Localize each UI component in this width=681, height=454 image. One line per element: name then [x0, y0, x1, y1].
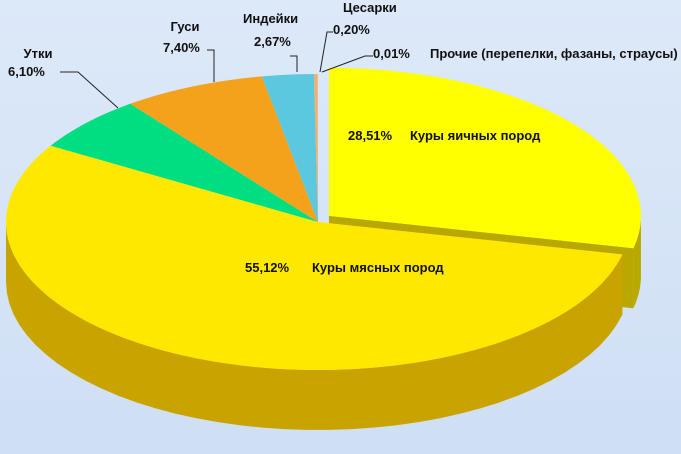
leader-line-geese	[207, 49, 215, 82]
pie-slice-4	[261, 74, 318, 222]
pie-slice-3	[130, 76, 318, 222]
leader-line-other	[321, 55, 373, 73]
slice-label-guinea-fowl: Цесарки	[343, 0, 397, 15]
pie-slice-1	[6, 145, 623, 370]
slice-label-geese: Гуси	[170, 19, 200, 34]
slice-value-guinea-fowl: 0,20%	[333, 22, 370, 37]
slice-label-meat-chickens: Куры мясных пород	[312, 260, 444, 275]
pie-slice-5	[313, 74, 318, 222]
slice-label-turkeys: Индейки	[243, 11, 299, 26]
pie-slice-0	[328, 67, 641, 249]
slice-label-egg-chickens: Куры яичных пород	[410, 128, 541, 143]
slice-value-ducks: 6,10%	[8, 64, 45, 79]
slice-label-ducks: Утки	[23, 46, 53, 61]
slice-value-geese: 7,40%	[163, 40, 200, 55]
leader-line-ducks	[60, 71, 119, 109]
slice-side-0	[633, 215, 641, 309]
leader-line-turkeys	[290, 55, 298, 72]
slice-value-meat-chickens: 55,12%	[245, 260, 290, 275]
slice-side-1	[6, 222, 623, 430]
leader-line-guinea-fowl	[319, 31, 333, 73]
slice-value-other: 0,01%	[373, 46, 410, 61]
slice-label-other: Прочие (перепелки, фазаны, страусы)	[430, 46, 678, 61]
slice-value-egg-chickens: 28,51%	[348, 128, 393, 143]
slice-value-turkeys: 2,67%	[254, 34, 291, 49]
pie-slice-2	[50, 103, 319, 222]
